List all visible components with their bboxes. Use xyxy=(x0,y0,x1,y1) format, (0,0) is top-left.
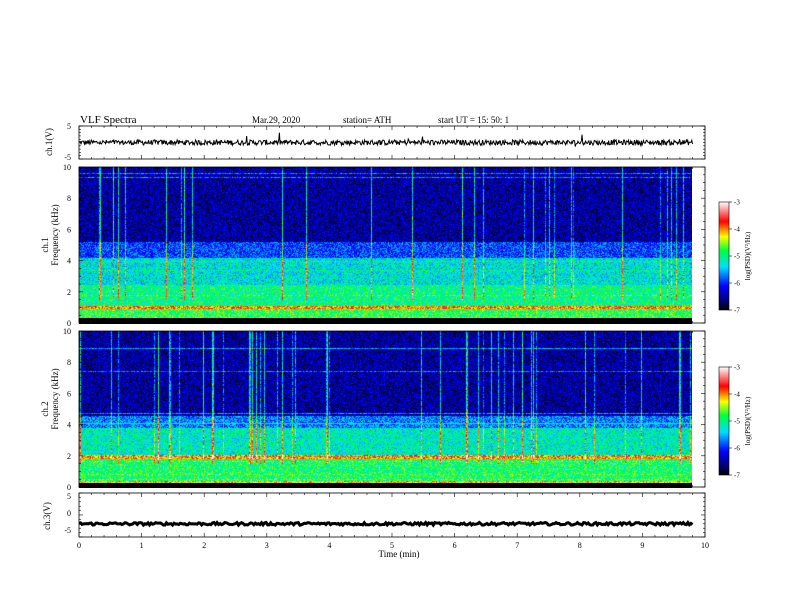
ch1-colorbar-gradient xyxy=(718,201,730,311)
cb2-cb-tick-label--4: -4 xyxy=(734,391,740,399)
ch1-ytick-bottom: -5 xyxy=(64,153,71,162)
cb2-cb-tick-label--3: -3 xyxy=(734,364,740,372)
x-tick-label-0: 0 xyxy=(77,541,81,550)
cb2-cb-tick-label--6: -6 xyxy=(734,445,740,453)
ch3-panel: 5 0 -5 ch.3(V) 0 1 2 3 4 5 6 7 8 9 10 Time (min) xyxy=(42,492,709,559)
spec1-ytick-label-2: 2 xyxy=(67,288,71,297)
x-tick-label-3: 3 xyxy=(265,541,269,550)
ch3-ticks xyxy=(78,492,706,538)
ch2-spectrogram-image xyxy=(79,331,692,487)
cb2-cb-tick-label--7: -7 xyxy=(734,472,740,480)
ch1-spectrogram-ylabel: Frequency (kHz) xyxy=(50,204,60,265)
ch1-ticks xyxy=(78,125,706,160)
ch1-spectrogram-channel-label: ch.1 xyxy=(40,237,50,252)
x-tick-label-4: 4 xyxy=(327,541,331,550)
spec2-ytick-label-2: 2 xyxy=(67,452,71,461)
ch2-spectrogram-panel: 0 2 4 6 8 10 ch.2 Frequency (kHz) xyxy=(40,327,706,492)
x-tick-label-10: 10 xyxy=(701,541,709,550)
ch1-colorbar-ticks: -3 -4 -5 -6 -7 xyxy=(729,199,740,315)
cb1-cb-tick-label--4: -4 xyxy=(734,226,740,234)
ch2-colorbar-gradient xyxy=(718,366,730,476)
ch2-spectrogram-baseline-strip xyxy=(79,483,692,488)
ch1-spectrogram-image xyxy=(79,167,692,323)
ch3-ytick-top: 5 xyxy=(67,492,71,501)
ch1-spectrogram-yticklabels: 0 2 4 6 8 10 xyxy=(63,163,71,328)
spec2-ytick-label-4: 4 xyxy=(67,421,71,430)
x-tick-label-5: 5 xyxy=(390,541,394,550)
ch3-ylabel: ch.3(V) xyxy=(42,502,52,530)
ch3-waveform-trace xyxy=(78,520,694,528)
station-label: station= ATH xyxy=(343,115,392,125)
ch2-colorbar: -3 -4 -5 -6 -7 log(PSD)(V²/Hz) xyxy=(718,364,752,480)
ch2-spectrogram-channel-label: ch.2 xyxy=(40,401,50,416)
spec1-ytick-label-8: 8 xyxy=(67,194,71,203)
ch1-colorbar-label: log(PSD)(V²/Hz) xyxy=(744,231,752,280)
date-label: Mar.29, 2020 xyxy=(252,115,301,125)
spec2-ytick-label-8: 8 xyxy=(67,358,71,367)
ch2-spectrogram-yticklabels: 0 2 4 6 8 10 xyxy=(63,327,71,492)
ch1-waveform-trace xyxy=(78,132,693,148)
x-tick-label-8: 8 xyxy=(578,541,582,550)
cb1-cb-tick-label--5: -5 xyxy=(734,253,740,261)
x-tick-label-1: 1 xyxy=(140,541,144,550)
ch1-ylabel: ch.1(V) xyxy=(44,128,54,156)
x-tick-label-6: 6 xyxy=(453,541,457,550)
spec1-ytick-label-10: 10 xyxy=(63,163,71,172)
ch3-ytick-bottom: -5 xyxy=(64,526,71,535)
ch2-spectrogram-ylabel: Frequency (kHz) xyxy=(50,368,60,429)
x-tick-label-9: 9 xyxy=(640,541,644,550)
ch2-colorbar-label: log(PSD)(V²/Hz) xyxy=(744,396,752,445)
start-time-label: start UT = 15: 50: 1 xyxy=(438,115,509,125)
x-tick-label-2: 2 xyxy=(202,541,206,550)
ch1-ytick-top: 5 xyxy=(67,122,71,131)
spec1-ytick-label-4: 4 xyxy=(67,257,71,266)
cb1-cb-tick-label--7: -7 xyxy=(734,307,740,315)
spec2-ytick-label-0: 0 xyxy=(67,483,71,492)
spec2-ytick-label-6: 6 xyxy=(67,389,71,398)
ch1-panel: 5 -5 ch.1(V) xyxy=(44,122,706,162)
spec2-ytick-label-10: 10 xyxy=(63,327,71,336)
cb2-cb-tick-label--5: -5 xyxy=(734,418,740,426)
x-axis-label: Time (min) xyxy=(379,549,420,559)
ch1-colorbar: -3 -4 -5 -6 -7 log(PSD)(V²/Hz) xyxy=(718,199,752,315)
x-tick-label-7: 7 xyxy=(515,541,519,550)
ch1-spectrogram-panel: 0 2 4 6 8 10 ch.1 Frequency (kHz) xyxy=(40,163,706,328)
ch3-ytick-mid: 0 xyxy=(67,509,71,518)
cb1-cb-tick-label--6: -6 xyxy=(734,280,740,288)
spec1-ytick-label-0: 0 xyxy=(67,319,71,328)
x-tick-labels: 0 1 2 3 4 5 6 7 8 9 10 xyxy=(77,541,709,550)
ch2-colorbar-ticks: -3 -4 -5 -6 -7 xyxy=(729,364,740,480)
cb1-cb-tick-label--3: -3 xyxy=(734,199,740,207)
ch3-frame xyxy=(78,492,706,538)
ch1-spectrogram-baseline-strip xyxy=(79,318,692,324)
figure-title: VLF Spectra xyxy=(80,114,137,126)
spec1-ytick-label-6: 6 xyxy=(67,225,71,234)
